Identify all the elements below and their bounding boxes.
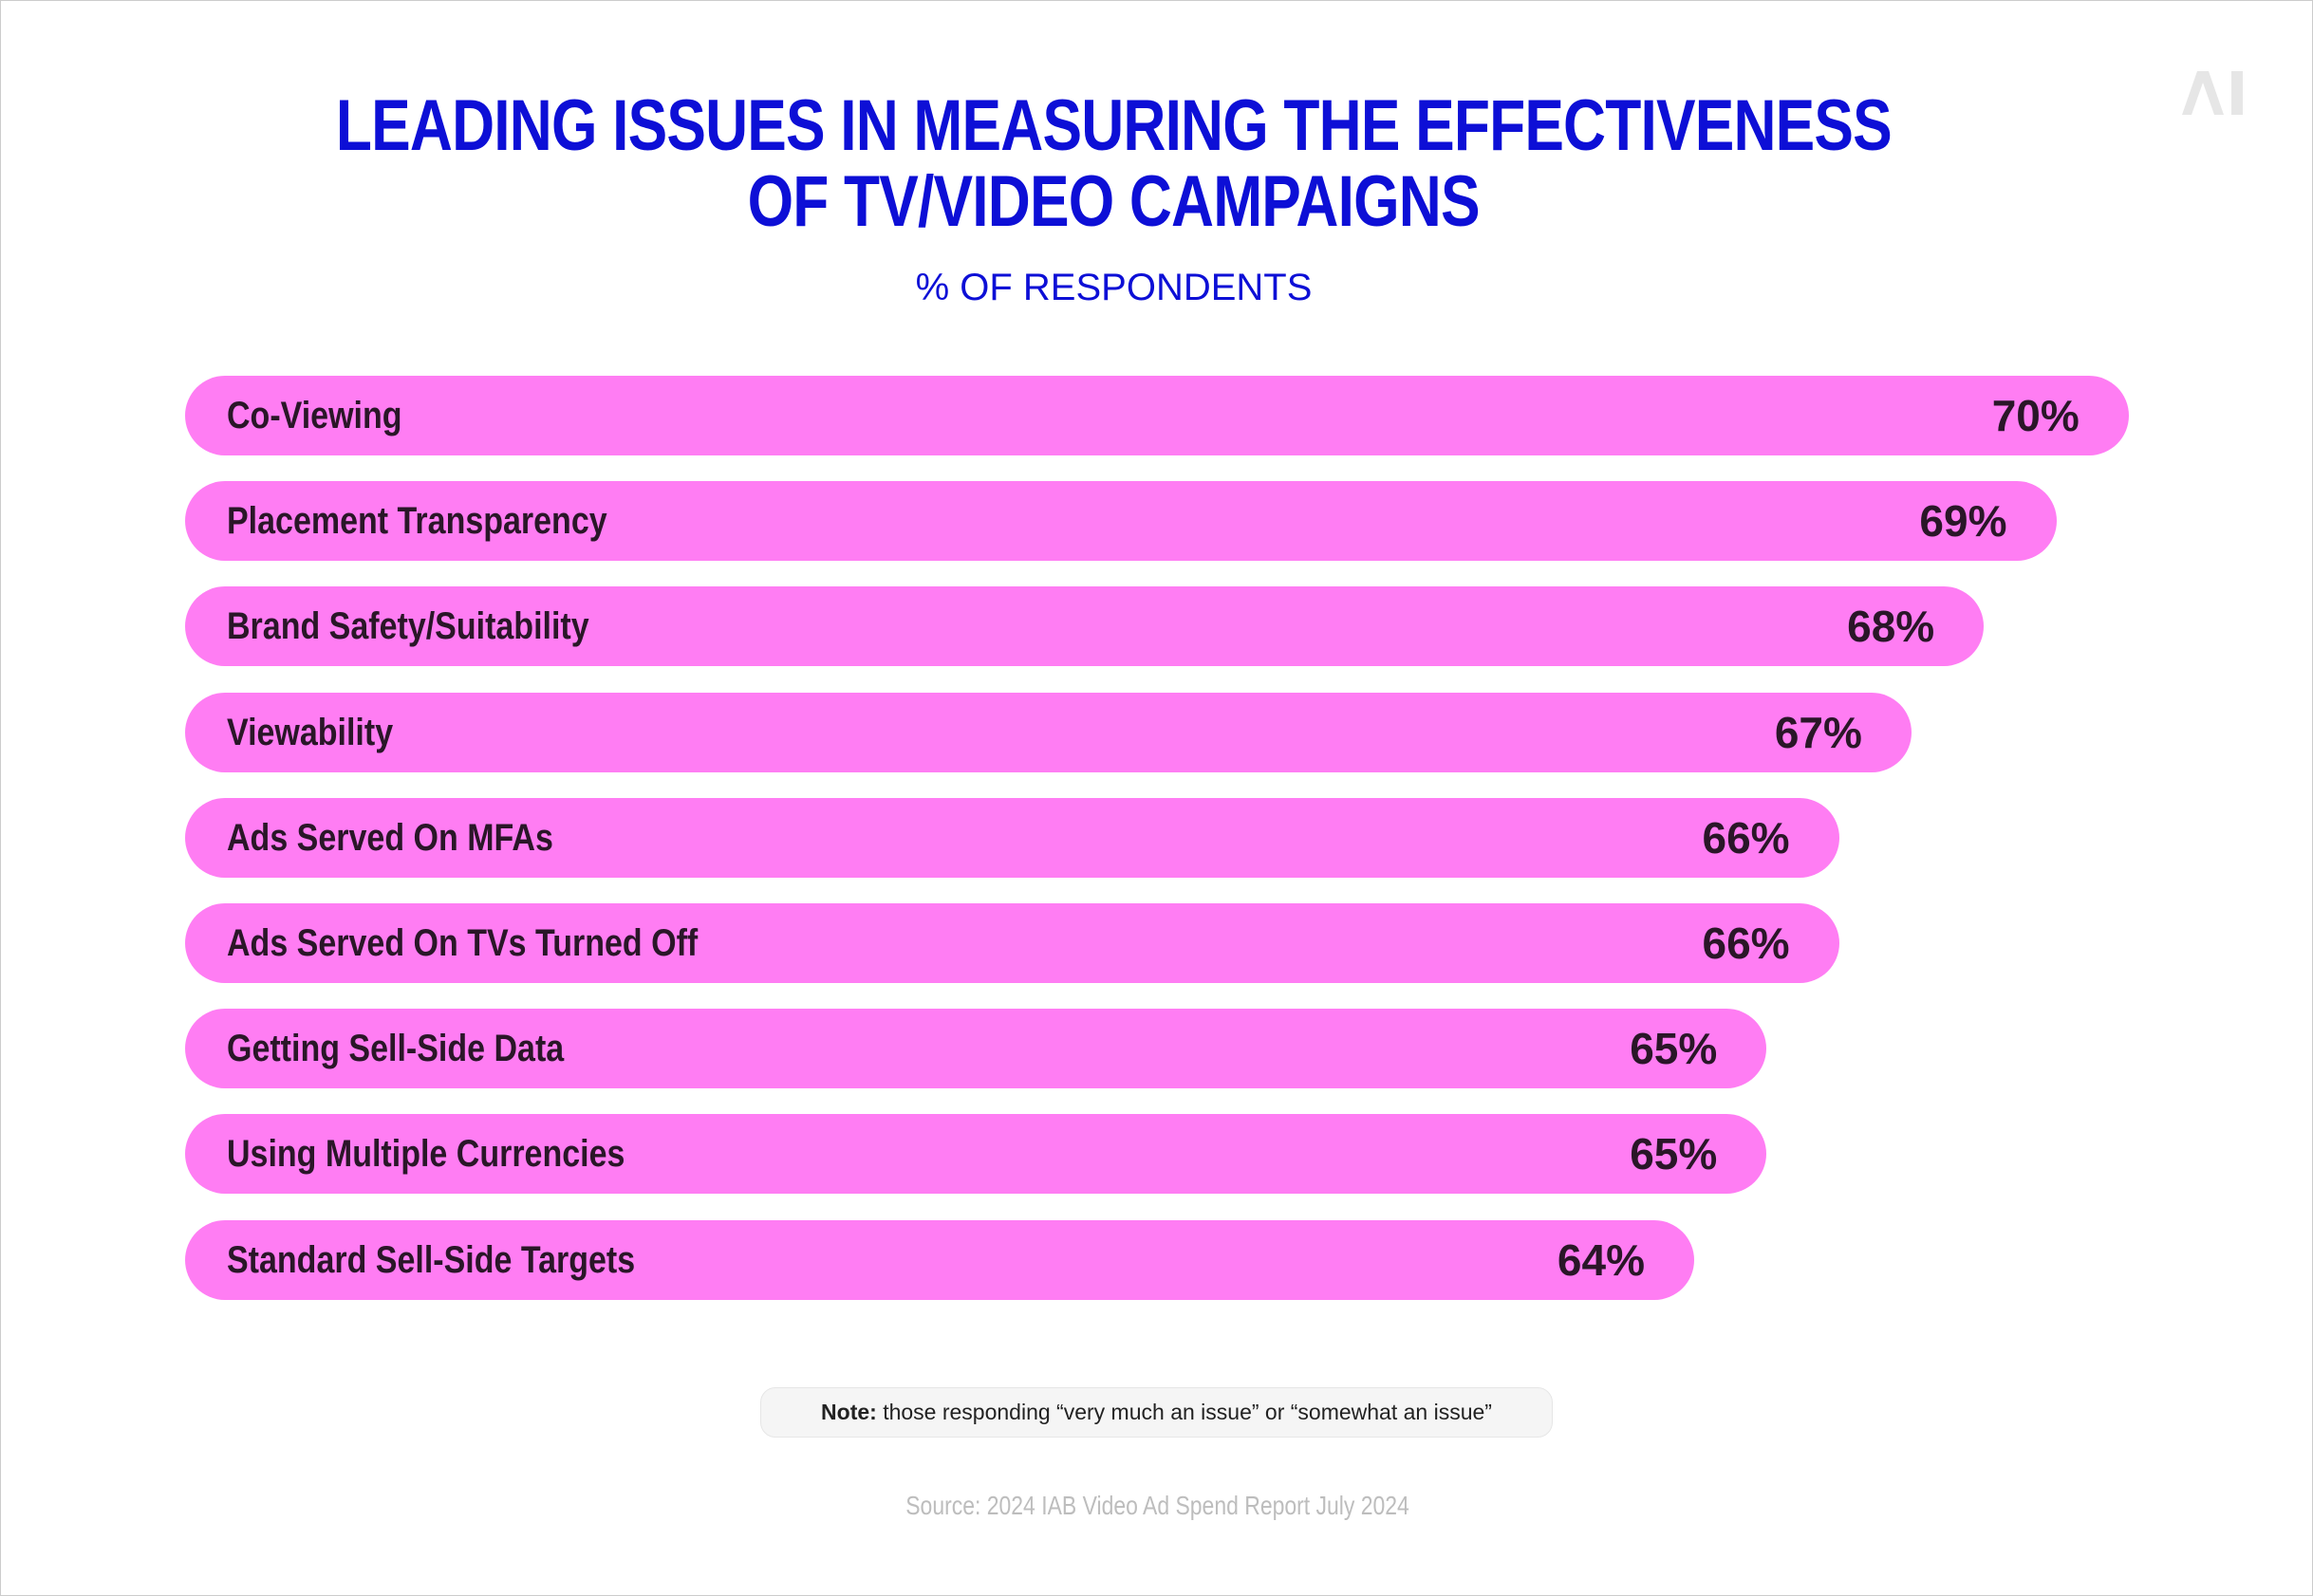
bar-label: Placement Transparency [227,500,607,543]
source-text: Source: 2024 IAB Video Ad Spend Report J… [905,1491,1409,1520]
bar-label: Ads Served On TVs Turned Off [227,922,699,964]
note-text: those responding “very much an issue” or… [883,1400,1492,1424]
bar: Brand Safety/Suitability 68% [185,586,1985,667]
bar: Viewability 67% [185,692,1912,772]
bar: Co-Viewing 70% [185,376,2129,455]
chart-subtitle: % OF RESPONDENTS [915,267,1313,308]
bar-label: Viewability [227,711,394,753]
chart-title: LEADING ISSUES IN MEASURING THE EFFECTIV… [1,88,2227,240]
bar: Ads Served On TVs Turned Off 66% [185,903,1839,983]
bar-value-label: 64% [1557,1234,1645,1285]
bar-label: Co-Viewing [227,395,402,436]
bar: Using Multiple Currencies 65% [185,1114,1767,1195]
bar-value-label: 67% [1774,707,1862,757]
bar: Getting Sell-Side Data 65% [185,1009,1767,1089]
note-box: Note: those responding “very much an iss… [760,1387,1553,1438]
bar-value-label: 69% [1919,496,2007,547]
chart-title-line-2: OF TV/VIDEO CAMPAIGNS [747,161,1481,242]
note-label: Note: [821,1400,877,1424]
bar: Placement Transparency 69% [185,481,2057,562]
bar-label: Ads Served On MFAs [227,816,553,859]
bar-label: Standard Sell-Side Targets [227,1238,636,1281]
bar-chart: Co-Viewing 70% Placement Transparency 69% Br… [1,1,2313,1329]
bar: Standard Sell-Side Targets 64% [185,1219,1694,1300]
bar-label: Brand Safety/Suitability [227,605,589,648]
bar-value-label: 68% [1847,602,1935,652]
chart-title-line-1: LEADING ISSUES IN MEASURING THE EFFECTIV… [335,85,1893,166]
bar-value-label: 66% [1702,919,1790,968]
ai-logo-icon [2182,71,2243,115]
bar: Ads Served On MFAs 66% [185,797,1839,878]
bar-label: Getting Sell-Side Data [227,1028,565,1070]
bar-label: Using Multiple Currencies [227,1133,625,1176]
bar-value-label: 65% [1630,1129,1718,1179]
bar-value-label: 65% [1630,1024,1718,1074]
bar-value-label: 70% [1991,391,2080,440]
bar-value-label: 66% [1702,812,1790,863]
